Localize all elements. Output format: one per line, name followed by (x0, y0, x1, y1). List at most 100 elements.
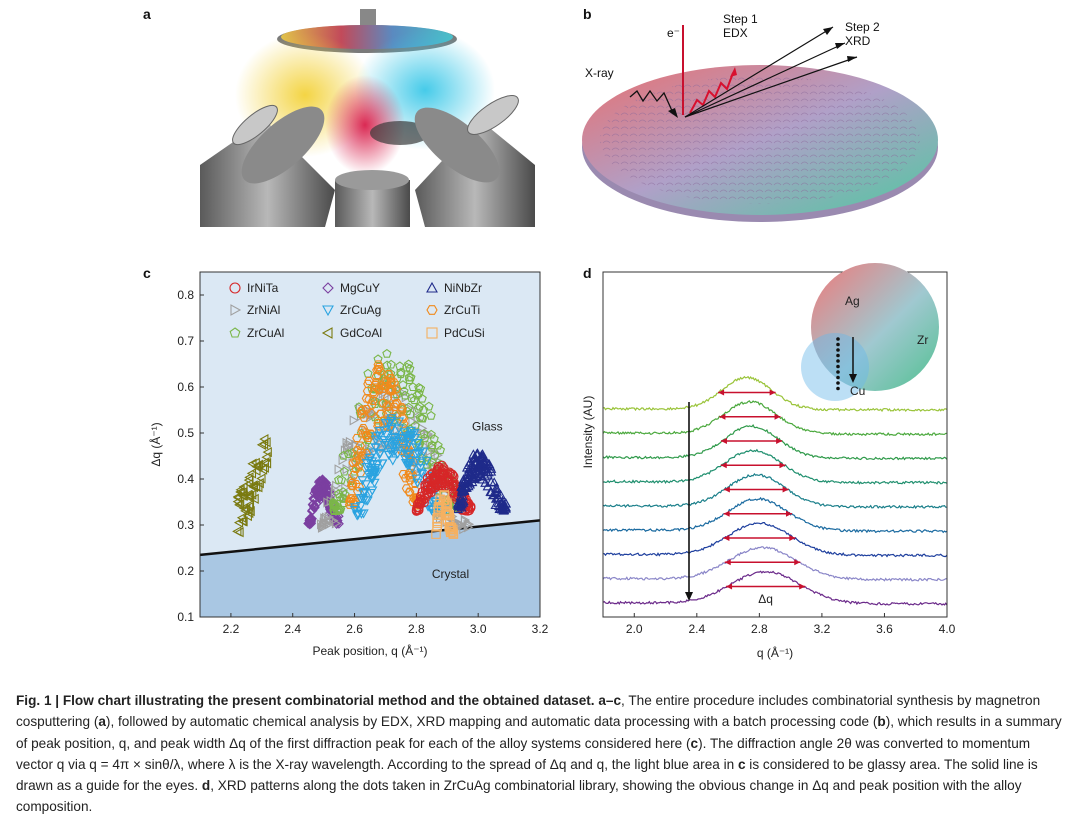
data-point (356, 406, 367, 416)
legend-label: ZrNiAl (247, 303, 280, 317)
data-point (393, 417, 405, 427)
data-point (366, 412, 376, 423)
data-point (374, 384, 384, 394)
data-point (337, 493, 348, 503)
data-point (354, 460, 365, 469)
data-point (261, 458, 272, 469)
arrow-head (720, 462, 727, 469)
data-point (390, 399, 401, 409)
data-point (389, 378, 400, 387)
data-point (240, 505, 250, 517)
data-point (373, 365, 384, 374)
data-point (427, 440, 437, 450)
data-point (412, 502, 422, 513)
data-point (428, 472, 439, 482)
data-point (396, 367, 406, 377)
data-point (404, 372, 414, 382)
arrow-head (779, 462, 786, 469)
measurement-dot (836, 337, 840, 341)
data-point (249, 493, 259, 505)
data-point (418, 405, 429, 414)
legend-marker (321, 327, 333, 339)
x-tick-label: 2.2 (223, 622, 240, 636)
xrd-pattern-line (602, 546, 948, 582)
data-point (343, 449, 353, 458)
data-point (238, 481, 248, 493)
inset-label-zr: Zr (917, 333, 928, 347)
measurement-dot (836, 375, 840, 380)
edx-label: EDX (723, 26, 748, 40)
measurement-dot (836, 359, 840, 363)
data-point (321, 519, 331, 530)
data-point (470, 456, 482, 466)
data-point (304, 515, 315, 526)
data-point (349, 500, 359, 509)
xrd-pattern-line (602, 448, 948, 485)
caption-ref-c: c (737, 756, 746, 772)
plot-frame (199, 271, 541, 618)
data-point (389, 436, 400, 446)
data-point (399, 386, 409, 396)
legend-label: ZrCuAg (340, 303, 381, 317)
data-point (386, 386, 397, 396)
data-point (382, 360, 392, 370)
data-point (318, 476, 329, 487)
data-point (245, 505, 255, 517)
data-point (460, 473, 471, 483)
data-point (415, 458, 426, 468)
data-point (234, 499, 244, 511)
data-point (370, 435, 381, 445)
data-point (433, 504, 443, 514)
data-point (419, 490, 430, 500)
data-point (448, 528, 459, 539)
data-point (452, 498, 464, 508)
data-point (402, 435, 413, 445)
data-point (363, 433, 374, 443)
caption-text: is considered to be glassy area. The sol… (16, 756, 1038, 794)
plot-frame (602, 271, 948, 618)
y-tick-label: 0.7 (177, 334, 194, 348)
data-point (416, 468, 427, 478)
data-point (445, 513, 455, 524)
data-point (235, 486, 245, 498)
data-point (247, 458, 257, 469)
inset-label-cu: Cu (850, 384, 865, 398)
data-point (348, 470, 359, 480)
data-point (404, 456, 415, 466)
data-point (395, 361, 405, 371)
data-point (238, 503, 249, 514)
legend-marker (322, 305, 334, 317)
data-point (443, 476, 454, 487)
legend-label: NiNbZr (444, 281, 482, 295)
x-tick-label: 2.4 (688, 622, 705, 636)
xrd-pattern-line (602, 472, 947, 510)
data-point (257, 464, 268, 475)
data-point (311, 488, 322, 498)
legend-label: GdCoAl (340, 326, 382, 340)
x-axis-label: q (Å⁻¹) (757, 645, 793, 660)
figure-caption: Fig. 1 | Flow chart illustrating the pre… (16, 690, 1070, 818)
data-point (435, 463, 445, 473)
data-point (331, 518, 342, 529)
data-point (405, 409, 416, 419)
data-point (409, 429, 420, 439)
data-point (457, 476, 469, 486)
data-point (338, 454, 348, 466)
data-point (334, 505, 345, 515)
data-point (362, 386, 373, 396)
data-point (478, 456, 490, 466)
data-point (396, 407, 407, 416)
data-point (329, 502, 339, 512)
data-point (444, 467, 455, 478)
x-tick-label: 4.0 (939, 622, 956, 636)
data-point (261, 437, 271, 448)
data-point (412, 478, 423, 488)
caption-ref-b: b (877, 714, 886, 730)
data-point (407, 464, 418, 474)
data-point (306, 515, 317, 526)
legend-marker (426, 327, 438, 339)
data-point (244, 472, 254, 483)
electron-label: e⁻ (667, 26, 680, 40)
data-point (455, 491, 466, 501)
data-point (361, 463, 372, 473)
